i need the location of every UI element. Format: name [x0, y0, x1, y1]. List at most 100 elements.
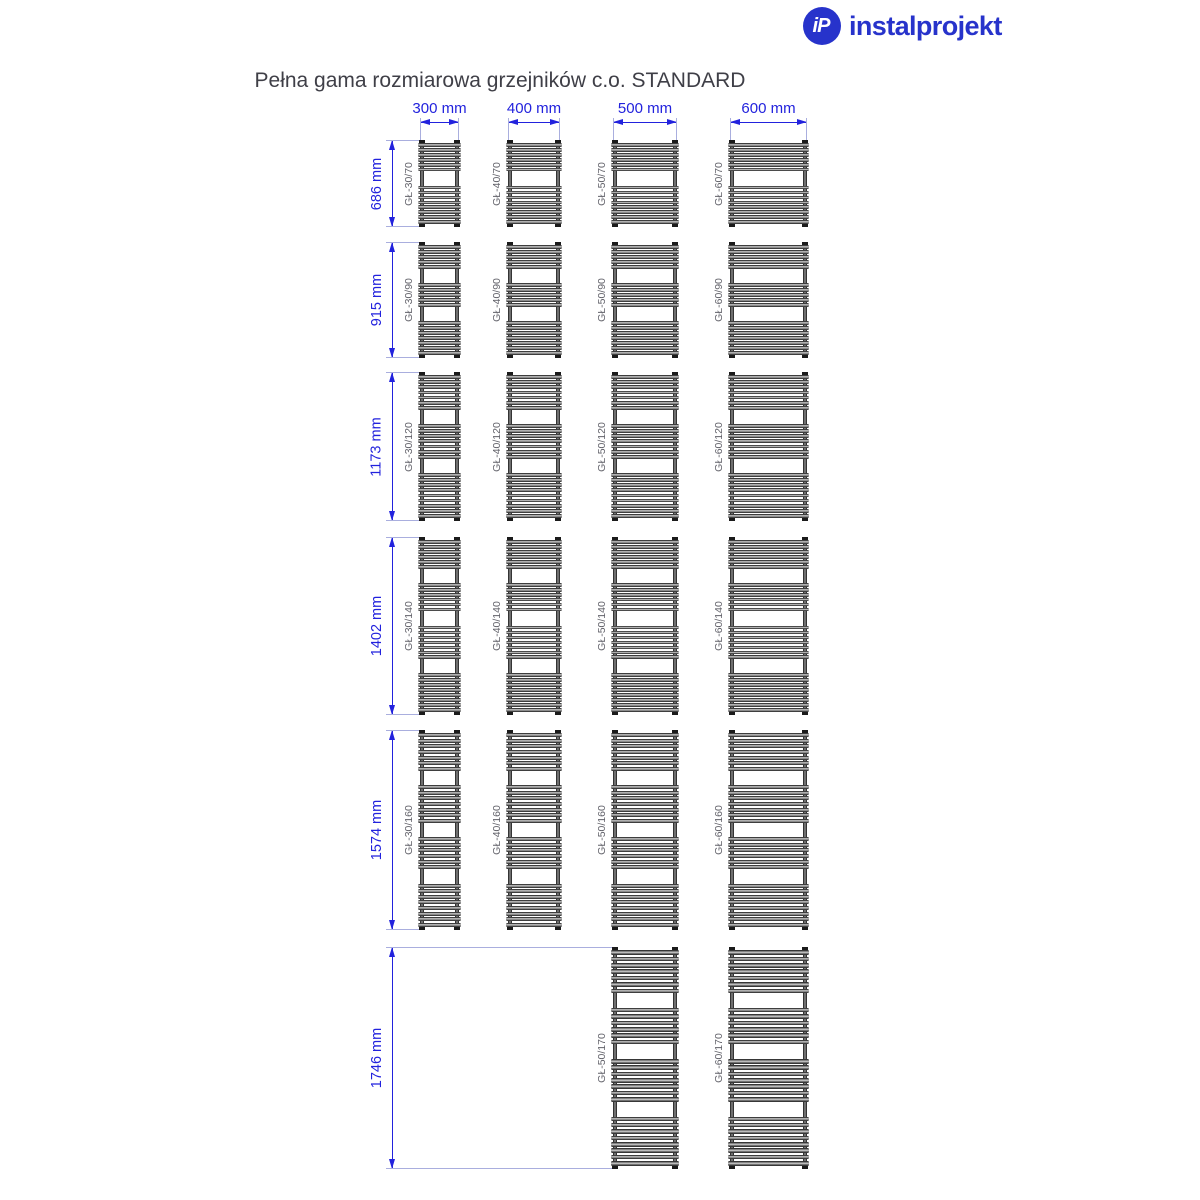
radiator-label: GŁ-40/90	[489, 242, 505, 358]
radiator-tube	[418, 865, 461, 870]
radiator-tube	[418, 848, 461, 853]
radiator-tube	[728, 429, 809, 433]
dimension-line	[392, 947, 393, 1169]
extension-line	[386, 537, 420, 538]
radiator-cap	[419, 242, 425, 245]
radiator-cap	[802, 372, 808, 375]
radiator-tube	[418, 911, 461, 916]
height-dimension-label: 1746 mm	[366, 947, 388, 1169]
radiator-tube	[611, 200, 679, 205]
radiator-tube	[728, 255, 809, 259]
radiator-tube	[506, 905, 562, 911]
radiator-tube	[611, 215, 679, 219]
radiator-tube	[728, 708, 809, 712]
radiator-tube	[418, 889, 461, 894]
radiator-tube	[418, 602, 461, 607]
radiator-tube	[506, 514, 562, 518]
radiator-tube	[611, 380, 679, 385]
radiator-tube	[506, 564, 562, 569]
radiator-tube	[611, 842, 679, 847]
radiator-tube	[418, 375, 461, 379]
radiator-tube	[506, 587, 562, 592]
extension-line	[508, 118, 509, 140]
radiator-tube	[506, 200, 562, 205]
radiator-gl-50-90: GŁ-50/90	[596, 242, 679, 358]
radiator-cap	[555, 712, 561, 715]
radiator-tube	[506, 321, 562, 325]
radiator-label-text: GŁ-40/70	[491, 161, 503, 206]
radiator-tube	[728, 1007, 809, 1013]
radiator-gl-30-160: GŁ-30/160	[403, 730, 461, 930]
radiator-tube	[506, 673, 562, 678]
radiator-cap	[729, 927, 735, 930]
radiator-tube	[728, 1122, 809, 1128]
radiator-tube	[728, 1116, 809, 1122]
radiator-tube	[728, 550, 809, 554]
radiator-tube	[418, 424, 461, 428]
radiator-tube	[611, 761, 679, 766]
radiator-tube	[611, 749, 679, 755]
radiator-tube	[728, 796, 809, 801]
radiator-label: GŁ-30/90	[401, 242, 417, 358]
width-dimension-label: 400 mm	[506, 100, 562, 117]
radiator-cap	[555, 242, 561, 245]
radiator-tube	[611, 288, 679, 292]
radiator-tube	[728, 975, 809, 981]
radiator-label-text: GŁ-40/90	[491, 278, 503, 322]
radiator-tube	[728, 842, 809, 847]
radiator-tube	[728, 260, 809, 264]
radiator-tube	[418, 157, 461, 162]
radiator-tube	[418, 859, 461, 864]
radiator-tube	[728, 625, 809, 630]
radiator-cap	[672, 730, 678, 733]
radiator-tube	[418, 755, 461, 760]
radiator-tube	[728, 790, 809, 795]
radiator-tube	[506, 493, 562, 498]
radiator-tube	[418, 167, 461, 172]
radiator-tube	[418, 508, 461, 513]
radiator-tube	[728, 865, 809, 870]
radiator-cap	[419, 730, 425, 733]
radiator-tube	[506, 900, 562, 905]
extension-line	[458, 118, 459, 140]
radiator-tube	[611, 153, 679, 157]
radiator-tube	[506, 708, 562, 712]
arrow-down-icon	[389, 1159, 395, 1169]
radiator-tube	[418, 785, 461, 790]
radiator-tube	[728, 167, 809, 172]
radiator-tube	[728, 738, 809, 743]
radiator-tube	[728, 807, 809, 812]
radiator-tube	[728, 1135, 809, 1141]
radiator-cap	[419, 372, 425, 375]
radiator-tube	[728, 655, 809, 660]
radiator-cap	[419, 712, 425, 715]
radiator-tube	[418, 143, 461, 147]
radiator-tube	[728, 889, 809, 894]
radiator-cap	[507, 355, 513, 358]
radiator-cap	[507, 518, 513, 521]
radiator-tube	[611, 1014, 679, 1019]
radiator-tube	[728, 185, 809, 190]
radiator-tube	[728, 153, 809, 157]
dimension-line	[392, 140, 393, 227]
radiator-tube	[506, 678, 562, 683]
radiator-tube	[611, 865, 679, 870]
radiator-tube	[418, 472, 461, 477]
radiator-cap	[729, 518, 735, 521]
radiator-tube	[611, 1033, 679, 1038]
arrow-right-icon	[550, 119, 560, 125]
radiator-tube	[611, 640, 679, 645]
radiator-tube	[728, 837, 809, 842]
radiator-tube	[611, 478, 679, 482]
radiator-rail-right	[556, 142, 560, 225]
radiator-tube	[611, 434, 679, 439]
radiator-tube	[611, 167, 679, 172]
extension-line	[730, 118, 731, 140]
radiator-tube	[506, 785, 562, 790]
radiator-tube	[611, 472, 679, 477]
radiator-cap	[454, 224, 460, 227]
radiator-cap	[555, 537, 561, 540]
arrow-up-icon	[389, 537, 395, 547]
radiator-tube	[418, 733, 461, 738]
radiator-tube	[418, 917, 461, 922]
